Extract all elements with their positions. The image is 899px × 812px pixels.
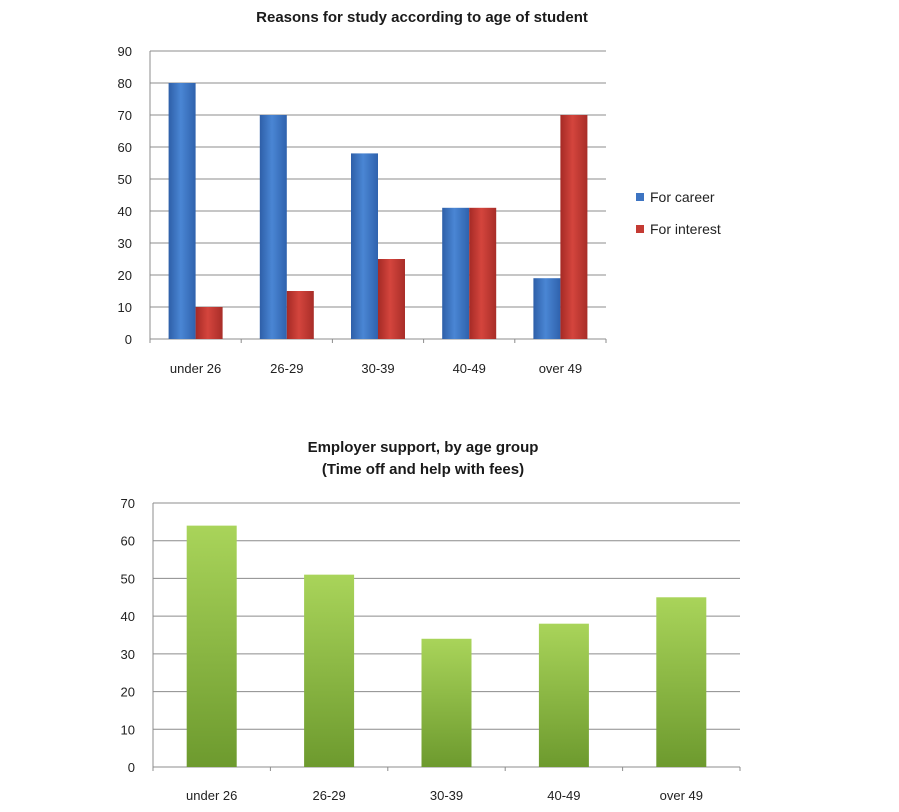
- chart1-x-tick-label: 30-39: [361, 361, 394, 376]
- chart2-bar-30-39: [421, 638, 472, 767]
- chart1-y-tick-label: 70: [118, 108, 132, 123]
- legend-label-career: For career: [650, 189, 715, 205]
- chart1-y-tick-label: 0: [125, 332, 132, 347]
- chart1-y-tick-label: 50: [118, 172, 132, 187]
- chart-reasons-for-study: Reasons for study according to age of st…: [118, 9, 721, 376]
- chart1-bar-for-interest-26-29: [286, 291, 314, 339]
- chart2-x-tick-label: 40-49: [547, 788, 580, 803]
- chart1-y-tick-label: 40: [118, 204, 132, 219]
- chart1-y-tick-label: 80: [118, 76, 132, 91]
- chart2-y-tick-label: 10: [121, 722, 135, 737]
- chart2-x-tick-label: 30-39: [430, 788, 463, 803]
- chart1-x-tick-label: over 49: [539, 361, 582, 376]
- chart2-bar-under-26: [186, 525, 237, 767]
- chart1-bar-for-interest-under-26: [195, 307, 223, 339]
- chart1-bar-for-career-under-26: [168, 83, 196, 339]
- chart2-y-tick-label: 0: [128, 760, 135, 775]
- chart2-y-tick-label: 70: [121, 496, 135, 511]
- chart1-legend: For career For interest: [636, 189, 721, 237]
- chart2-y-tick-label: 40: [121, 609, 135, 624]
- chart1-title: Reasons for study according to age of st…: [256, 9, 588, 26]
- chart2-y-tick-label: 50: [121, 571, 135, 586]
- chart1-y-tick-label: 60: [118, 140, 132, 155]
- chart1-x-tick-label: under 26: [170, 361, 221, 376]
- chart1-bar-for-interest-over-49: [560, 115, 588, 339]
- chart2-x-ticks: under 26 26-29 30-39 40-49 over 49: [186, 788, 703, 803]
- chart1-y-tick-label: 30: [118, 236, 132, 251]
- legend-label-interest: For interest: [650, 221, 721, 237]
- chart1-y-ticks: 0 10 20 30 40 50 60 70 80 90: [118, 44, 132, 347]
- chart1-x-tick-label: 26-29: [270, 361, 303, 376]
- chart2-bars: [186, 525, 707, 767]
- chart1-bar-for-interest-40-49: [469, 207, 497, 339]
- chart2-y-tick-label: 20: [121, 685, 135, 700]
- legend-swatch-interest: [636, 225, 644, 233]
- chart2-x-tick-label: 26-29: [312, 788, 345, 803]
- chart2-y-tick-label: 30: [121, 647, 135, 662]
- chart2-x-tick-label: under 26: [186, 788, 237, 803]
- chart1-bar-for-career-over-49: [533, 278, 561, 339]
- chart1-bar-for-interest-30-39: [378, 259, 405, 339]
- legend-swatch-career: [636, 193, 644, 201]
- chart1-bar-for-career-26-29: [259, 115, 287, 339]
- chart2-bar-26-29: [304, 574, 355, 767]
- chart1-bars: [168, 83, 588, 339]
- chart1-bar-for-career-40-49: [442, 207, 470, 339]
- chart2-title: Employer support, by age group: [308, 439, 539, 456]
- chart2-y-tick-label: 60: [121, 534, 135, 549]
- chart1-y-tick-label: 10: [118, 300, 132, 315]
- chart2-y-ticks: 0 10 20 30 40 50 60 70: [121, 496, 135, 775]
- chart1-y-tick-label: 20: [118, 268, 132, 283]
- chart1-x-tick-label: 40-49: [453, 361, 486, 376]
- chart2-subtitle: (Time off and help with fees): [322, 461, 524, 478]
- chart2-bar-40-49: [538, 623, 589, 767]
- chart-employer-support: Employer support, by age group (Time off…: [121, 439, 741, 803]
- chart2-x-tick-label: over 49: [660, 788, 703, 803]
- chart1-x-ticks: under 26 26-29 30-39 40-49 over 49: [170, 361, 582, 376]
- chart1-bar-for-career-30-39: [351, 153, 378, 339]
- chart1-y-tick-label: 90: [118, 44, 132, 59]
- chart2-bar-over-49: [656, 597, 707, 767]
